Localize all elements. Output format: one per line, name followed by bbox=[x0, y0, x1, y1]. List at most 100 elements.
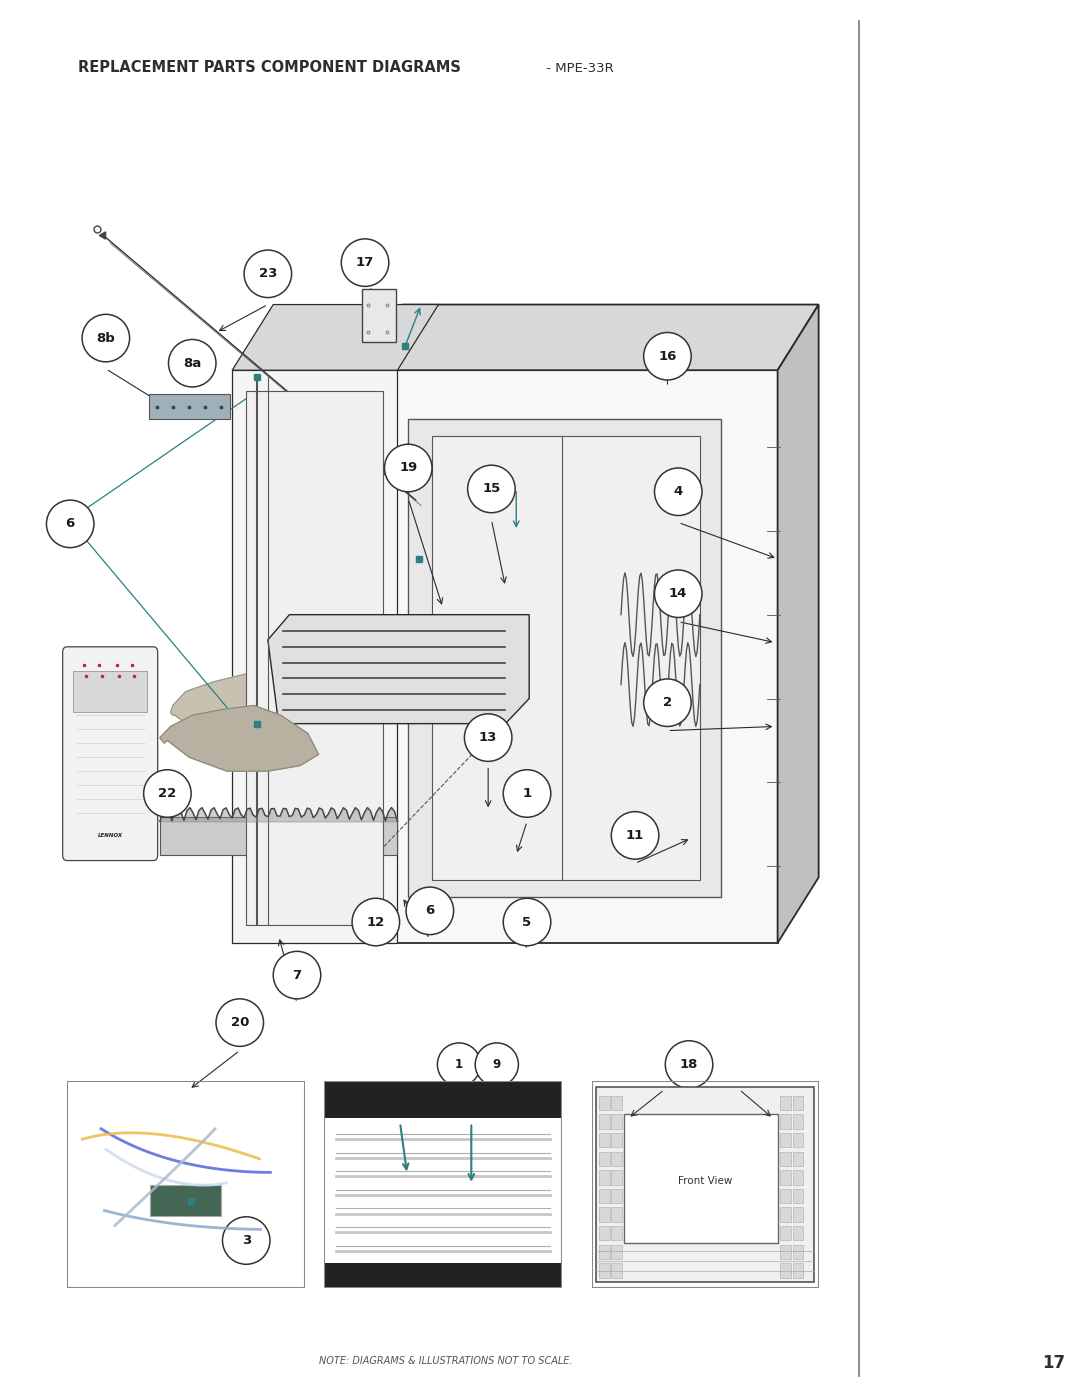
FancyBboxPatch shape bbox=[598, 1189, 609, 1203]
FancyBboxPatch shape bbox=[793, 1133, 804, 1147]
Ellipse shape bbox=[406, 887, 454, 935]
Text: 7: 7 bbox=[293, 968, 301, 982]
Text: 11: 11 bbox=[626, 828, 644, 842]
Ellipse shape bbox=[244, 250, 292, 298]
FancyBboxPatch shape bbox=[598, 1171, 609, 1185]
Text: 20: 20 bbox=[230, 1016, 249, 1030]
FancyBboxPatch shape bbox=[623, 1115, 778, 1242]
Polygon shape bbox=[268, 615, 529, 724]
Polygon shape bbox=[232, 370, 397, 943]
FancyBboxPatch shape bbox=[598, 1133, 609, 1147]
FancyBboxPatch shape bbox=[611, 1227, 622, 1241]
FancyBboxPatch shape bbox=[780, 1189, 791, 1203]
Polygon shape bbox=[778, 305, 819, 943]
Ellipse shape bbox=[654, 570, 702, 617]
FancyBboxPatch shape bbox=[793, 1095, 804, 1111]
FancyBboxPatch shape bbox=[598, 1245, 609, 1259]
Polygon shape bbox=[408, 419, 721, 897]
FancyBboxPatch shape bbox=[611, 1171, 622, 1185]
FancyBboxPatch shape bbox=[324, 1081, 562, 1119]
Text: 2: 2 bbox=[663, 696, 672, 710]
Ellipse shape bbox=[665, 1041, 713, 1088]
FancyBboxPatch shape bbox=[611, 1133, 622, 1147]
Polygon shape bbox=[362, 370, 778, 943]
FancyBboxPatch shape bbox=[598, 1207, 609, 1222]
Text: 1: 1 bbox=[455, 1058, 463, 1071]
Polygon shape bbox=[432, 436, 700, 880]
Ellipse shape bbox=[222, 1217, 270, 1264]
Text: 15: 15 bbox=[483, 482, 500, 496]
Text: 9: 9 bbox=[492, 1058, 501, 1071]
FancyBboxPatch shape bbox=[611, 1189, 622, 1203]
FancyBboxPatch shape bbox=[362, 289, 396, 342]
FancyBboxPatch shape bbox=[793, 1245, 804, 1259]
Polygon shape bbox=[160, 705, 319, 771]
FancyBboxPatch shape bbox=[793, 1115, 804, 1129]
FancyBboxPatch shape bbox=[780, 1095, 791, 1111]
Ellipse shape bbox=[144, 770, 191, 817]
Ellipse shape bbox=[82, 314, 130, 362]
FancyBboxPatch shape bbox=[611, 1263, 622, 1278]
FancyBboxPatch shape bbox=[596, 1087, 814, 1282]
FancyBboxPatch shape bbox=[598, 1227, 609, 1241]
Polygon shape bbox=[362, 305, 819, 370]
Text: 3: 3 bbox=[242, 1234, 251, 1248]
Polygon shape bbox=[171, 673, 324, 752]
Text: Front View: Front View bbox=[678, 1175, 732, 1186]
Text: 1: 1 bbox=[523, 787, 531, 800]
FancyBboxPatch shape bbox=[598, 1115, 609, 1129]
Text: - MPE-33R: - MPE-33R bbox=[542, 63, 613, 75]
FancyBboxPatch shape bbox=[611, 1207, 622, 1222]
FancyBboxPatch shape bbox=[324, 1263, 562, 1288]
FancyBboxPatch shape bbox=[793, 1189, 804, 1203]
FancyBboxPatch shape bbox=[780, 1171, 791, 1185]
Ellipse shape bbox=[46, 500, 94, 548]
Text: 4: 4 bbox=[674, 485, 683, 499]
FancyBboxPatch shape bbox=[793, 1207, 804, 1222]
FancyBboxPatch shape bbox=[611, 1115, 622, 1129]
Ellipse shape bbox=[503, 898, 551, 946]
Ellipse shape bbox=[352, 898, 400, 946]
Ellipse shape bbox=[273, 951, 321, 999]
Ellipse shape bbox=[654, 468, 702, 515]
Text: REPLACEMENT PARTS COMPONENT DIAGRAMS: REPLACEMENT PARTS COMPONENT DIAGRAMS bbox=[78, 60, 461, 75]
Text: 19: 19 bbox=[400, 461, 417, 475]
FancyBboxPatch shape bbox=[73, 671, 147, 712]
Text: 14: 14 bbox=[669, 587, 688, 601]
FancyBboxPatch shape bbox=[780, 1245, 791, 1259]
Ellipse shape bbox=[468, 465, 515, 513]
FancyBboxPatch shape bbox=[63, 647, 158, 861]
FancyBboxPatch shape bbox=[780, 1133, 791, 1147]
Text: LENNOX: LENNOX bbox=[97, 833, 123, 838]
Text: 6: 6 bbox=[66, 517, 75, 531]
Text: 22: 22 bbox=[159, 787, 176, 800]
Text: 6: 6 bbox=[426, 904, 434, 918]
Text: 16: 16 bbox=[658, 349, 677, 363]
Polygon shape bbox=[246, 391, 383, 925]
FancyBboxPatch shape bbox=[598, 1263, 609, 1278]
Ellipse shape bbox=[437, 1044, 481, 1085]
Ellipse shape bbox=[341, 239, 389, 286]
FancyBboxPatch shape bbox=[793, 1227, 804, 1241]
Text: 5: 5 bbox=[523, 915, 531, 929]
Ellipse shape bbox=[168, 339, 216, 387]
Text: 8a: 8a bbox=[184, 356, 201, 370]
FancyBboxPatch shape bbox=[598, 1151, 609, 1166]
FancyBboxPatch shape bbox=[611, 1151, 622, 1166]
Ellipse shape bbox=[464, 714, 512, 761]
FancyBboxPatch shape bbox=[780, 1115, 791, 1129]
FancyBboxPatch shape bbox=[793, 1263, 804, 1278]
Text: 17: 17 bbox=[1042, 1354, 1065, 1372]
Ellipse shape bbox=[611, 812, 659, 859]
Ellipse shape bbox=[644, 679, 691, 726]
FancyBboxPatch shape bbox=[598, 1095, 609, 1111]
Text: 12: 12 bbox=[367, 915, 384, 929]
Ellipse shape bbox=[503, 770, 551, 817]
Polygon shape bbox=[160, 817, 397, 855]
Text: NOTE: DIAGRAMS & ILLUSTRATIONS NOT TO SCALE.: NOTE: DIAGRAMS & ILLUSTRATIONS NOT TO SC… bbox=[319, 1356, 572, 1366]
Ellipse shape bbox=[644, 332, 691, 380]
FancyBboxPatch shape bbox=[149, 394, 230, 419]
Polygon shape bbox=[232, 305, 438, 370]
Text: 23: 23 bbox=[258, 267, 278, 281]
Ellipse shape bbox=[216, 999, 264, 1046]
